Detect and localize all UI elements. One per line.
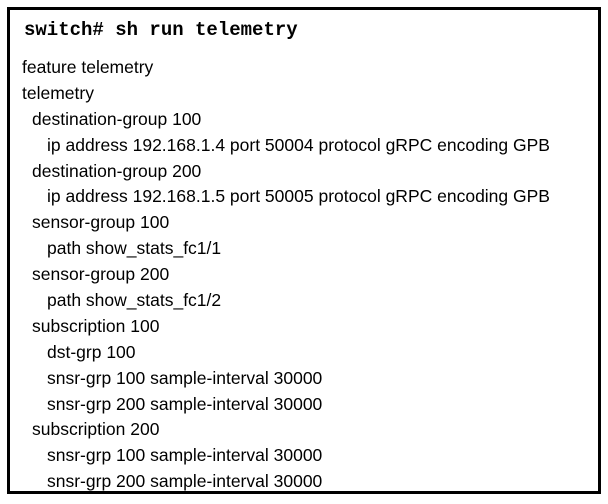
config-line: subscription 200 (32, 419, 160, 440)
config-line: destination-group 100 (32, 108, 202, 129)
config-line: snsr-grp 200 sample-interval 30000 (47, 471, 323, 492)
config-line: snsr-grp 200 sample-interval 30000 (47, 393, 323, 414)
config-line: path show_stats_fc1/1 (47, 238, 222, 259)
config-line: path show_stats_fc1/2 (47, 290, 222, 311)
config-line: snsr-grp 100 sample-interval 30000 (47, 445, 323, 466)
config-line: subscription 100 (32, 315, 160, 336)
config-output: feature telemetry telemetry destination-… (22, 55, 550, 495)
config-line: sensor-group 200 (32, 264, 170, 285)
command-prompt: switch# sh run telemetry (24, 19, 298, 41)
config-line: ip address 192.168.1.4 port 50004 protoc… (47, 134, 550, 155)
config-line: telemetry (22, 82, 94, 103)
config-line: ip address 192.168.1.5 port 50005 protoc… (47, 186, 550, 207)
config-line: sensor-group 100 (32, 212, 170, 233)
config-line: dst-grp 100 (47, 341, 136, 362)
config-line: destination-group 200 (32, 160, 202, 181)
config-line: snsr-grp 100 sample-interval 30000 (47, 367, 323, 388)
terminal-output-box: switch# sh run telemetry feature telemet… (7, 7, 601, 494)
config-line: feature telemetry (22, 57, 154, 77)
